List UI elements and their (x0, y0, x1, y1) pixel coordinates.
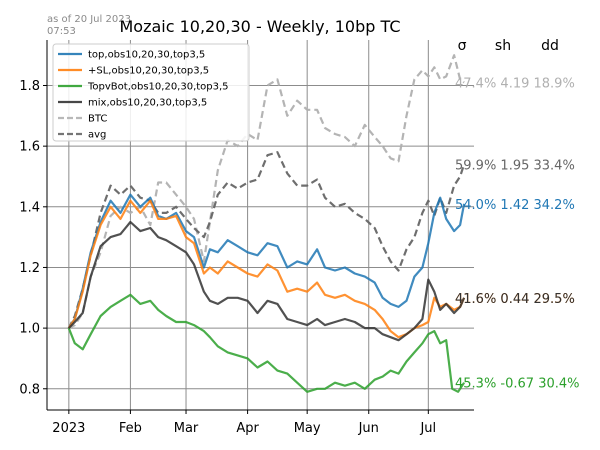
tick-labels: 0.8 1.0 1.2 1.4 1.6 1.8 2023 Feb Mar Apr May Jun Jul (19, 79, 436, 436)
legend-label: +SL,obs10,20,30,top3,5 (88, 66, 209, 77)
x-tick-label: Mar (174, 421, 199, 436)
series-stat-label: 54.0% 1.42 34.2% (455, 198, 575, 213)
x-tick-label: Feb (119, 421, 142, 436)
series-line (67, 293, 466, 393)
series-stat-label: 41.6% 0.44 29.5% (455, 292, 575, 307)
x-tick-label: Apr (236, 421, 259, 436)
series-line (67, 199, 466, 339)
series-stat-label: 45.3% -0.67 30.4% (455, 377, 580, 392)
legend-label: BTC (88, 114, 107, 125)
legend-label: avg (88, 130, 106, 141)
legend-label: TopvBot,obs10,20,30,top3,5 (87, 82, 229, 93)
series-stat-label: 59.9% 1.95 33.4% (455, 158, 575, 173)
series-line (67, 151, 466, 329)
x-tick-label: 2023 (52, 421, 85, 436)
y-tick-label: 1.4 (19, 200, 40, 215)
series-line (68, 220, 466, 342)
stat-header-sharpe: sh (495, 38, 511, 54)
series-layer (67, 54, 466, 393)
series-stat-label: 41.6% 0.44 29.5% (455, 292, 575, 307)
legend-label: top,obs10,20,30,top3,5 (88, 50, 205, 61)
chart-title: Mozaic 10,20,30 - Weekly, 10bp TC (119, 17, 400, 36)
legend-box (52, 43, 250, 142)
y-tick-label: 1.2 (19, 261, 40, 276)
stat-header-sigma: σ (458, 38, 467, 54)
x-tick-label: May (294, 421, 321, 436)
series-stat-label: 47.4% 4.19 18.9% (455, 76, 575, 91)
x-tick-label: Jun (358, 421, 379, 436)
timestamp-line-1: as of 20 Jul 2023 (47, 14, 131, 25)
legend: top,obs10,20,30,top3,5 +SL,obs10,20,30,to… (52, 43, 250, 142)
y-tick-label: 1.0 (19, 322, 40, 337)
axes (43, 40, 474, 414)
y-tick-label: 1.6 (19, 140, 40, 155)
y-tick-label: 1.8 (19, 79, 40, 94)
timestamp-line-2: 07:53 (47, 26, 76, 37)
legend-label: mix,obs10,20,30,top3,5 (88, 98, 207, 109)
y-tick-label: 0.8 (19, 382, 40, 397)
stat-header-drawdown: dd (541, 38, 559, 54)
x-tick-label: Jul (419, 421, 436, 436)
series-stats: 54.0% 1.42 34.2% 41.6% 0.44 29.5% 45.3% -0… (455, 76, 580, 391)
series-line (67, 193, 466, 329)
